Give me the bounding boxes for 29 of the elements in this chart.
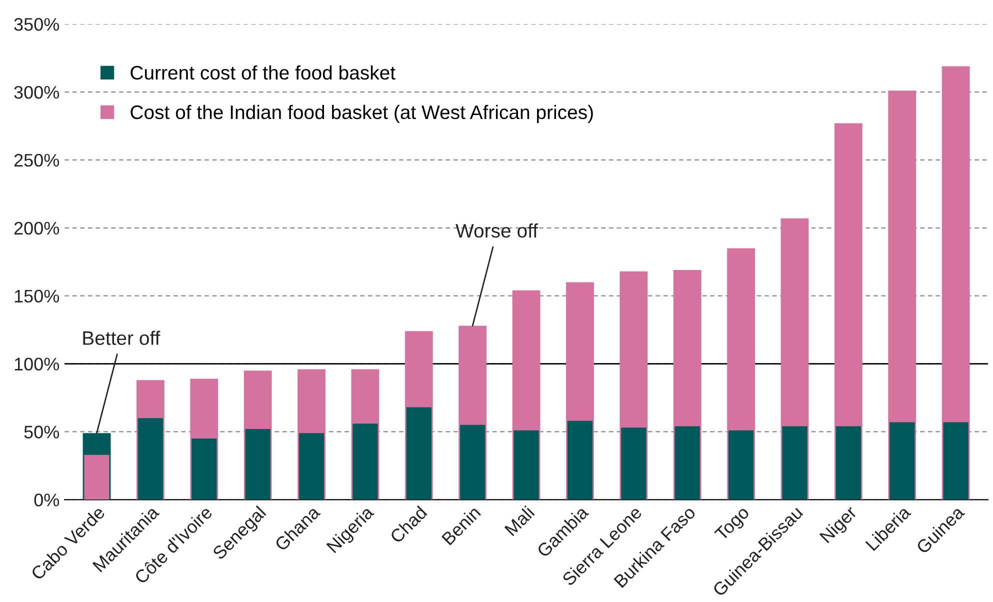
- bar: [890, 422, 915, 500]
- bar: [621, 428, 646, 500]
- bar: [406, 407, 432, 500]
- y-tick-label: 50%: [24, 426, 60, 438]
- annotation: Better off: [83, 330, 160, 345]
- y-tick-label: 0%: [34, 494, 60, 506]
- bar: [728, 430, 754, 500]
- y-tick-label: 200%: [14, 222, 60, 235]
- y-tick-label: 300%: [14, 86, 60, 99]
- bar: [460, 424, 486, 500]
- y-tick-label: 150%: [14, 290, 60, 303]
- bar: [943, 422, 968, 500]
- bar: [836, 426, 861, 500]
- bar: [674, 426, 700, 500]
- y-tick-label: 100%: [14, 358, 60, 370]
- x-tick-label: Mali: [504, 505, 535, 536]
- legend-label: Cost of the Indian food basket (at West African prices): [130, 104, 593, 123]
- bar: [514, 430, 539, 500]
- y-tick-label: 350%: [14, 18, 60, 31]
- bar: [192, 438, 217, 500]
- annotation: Worse off: [456, 223, 538, 238]
- bar: [567, 420, 593, 500]
- bar: [138, 418, 164, 500]
- bar: [298, 433, 324, 500]
- bar: [352, 424, 378, 500]
- bar: [245, 429, 270, 500]
- bar: [782, 426, 808, 500]
- legend-label: Current cost of the food basket: [130, 65, 396, 80]
- y-tick-label: 250%: [14, 154, 60, 167]
